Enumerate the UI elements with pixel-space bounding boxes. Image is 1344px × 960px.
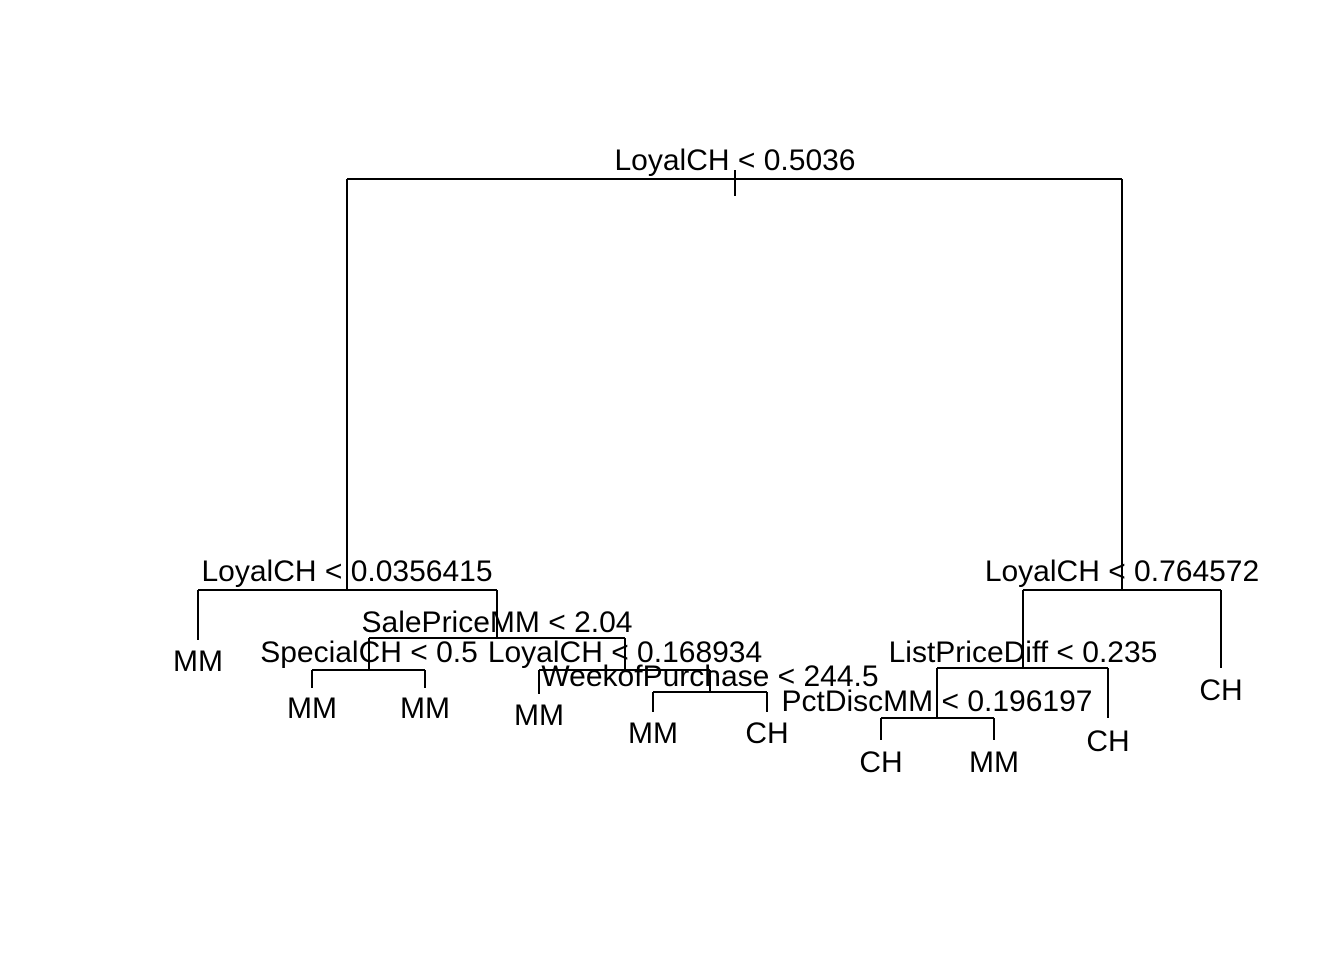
split-label-root: LoyalCH < 0.5036 — [615, 144, 856, 177]
leaf-label: CH — [1199, 674, 1242, 707]
split-label-listpricediff: ListPriceDiff < 0.235 — [889, 636, 1158, 669]
leaf-label: MM — [514, 699, 564, 732]
split-label-specialch: SpecialCH < 0.5 — [260, 636, 478, 669]
leaf-label: MM — [628, 717, 678, 750]
split-label-salepricemm: SalePriceMM < 2.04 — [362, 606, 633, 639]
split-node-pctdiscmm — [880, 717, 995, 740]
leaf-label: MM — [287, 692, 337, 725]
split-label-pctdiscmm: PctDiscMM < 0.196197 — [782, 685, 1093, 718]
split-node-right — [1022, 589, 1222, 668]
leaf-label: CH — [859, 746, 902, 779]
leaf-label: MM — [173, 645, 223, 678]
split-node-left — [197, 589, 498, 640]
leaf-label: MM — [400, 692, 450, 725]
split-node-weekofpurchase — [652, 691, 768, 712]
leaf-label: CH — [1086, 725, 1129, 758]
split-node-salepricemm — [368, 637, 626, 670]
split-label-loyalch-mid: LoyalCH < 0.168934 — [488, 636, 762, 669]
leaf-label: MM — [969, 746, 1019, 779]
split-node-specialch — [311, 669, 426, 688]
split-label-right: LoyalCH < 0.764572 — [985, 555, 1259, 588]
leaf-label: CH — [745, 717, 788, 750]
split-node-loyalch-mid — [538, 669, 711, 694]
split-label-weekofpurchase: WeekofPurchase < 244.5 — [541, 660, 878, 693]
split-label-left: LoyalCH < 0.0356415 — [201, 555, 492, 588]
split-node-root — [346, 170, 1123, 590]
split-node-listpricediff — [936, 667, 1109, 718]
